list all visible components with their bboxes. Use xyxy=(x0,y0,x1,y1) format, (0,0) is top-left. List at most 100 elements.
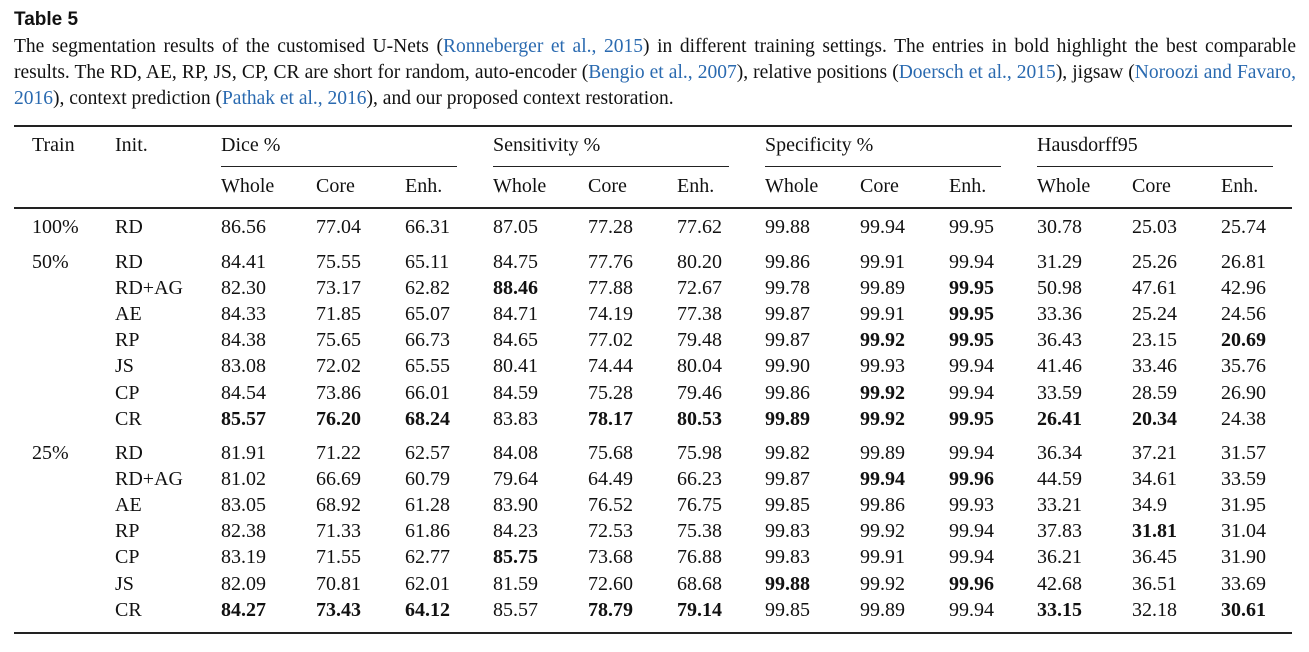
header-sub: Whole xyxy=(221,175,275,197)
value-cell: 75.65 xyxy=(316,329,361,352)
header-sub: Whole xyxy=(493,175,547,197)
value-cell: 99.89 xyxy=(860,277,905,300)
value-cell: 99.95 xyxy=(949,407,994,430)
value-cell: 99.91 xyxy=(860,546,905,569)
value-cell: 64.49 xyxy=(588,468,633,491)
value-cell: 99.96 xyxy=(949,572,994,595)
value-cell: 99.88 xyxy=(765,572,810,595)
citation-link[interactable]: Pathak et al., 2016 xyxy=(221,88,367,109)
value-cell: 84.23 xyxy=(493,520,538,543)
value-cell: 99.92 xyxy=(860,520,905,543)
value-cell: 85.57 xyxy=(221,407,266,430)
value-cell: 99.93 xyxy=(860,355,905,378)
value-cell: 76.20 xyxy=(316,407,361,430)
value-cell: 36.45 xyxy=(1132,546,1177,569)
value-cell: 99.94 xyxy=(860,216,905,238)
init-cell: RP xyxy=(115,520,140,543)
header-sub: Whole xyxy=(765,175,819,197)
caption-fragment: ), jigsaw ( xyxy=(1055,62,1135,83)
value-cell: 99.89 xyxy=(765,407,810,430)
value-cell: 82.38 xyxy=(221,520,266,543)
value-cell: 99.94 xyxy=(949,546,994,569)
value-cell: 77.38 xyxy=(677,303,722,326)
value-cell: 24.38 xyxy=(1221,407,1266,430)
value-cell: 77.28 xyxy=(588,216,633,238)
value-cell: 99.87 xyxy=(765,303,810,326)
value-cell: 20.69 xyxy=(1221,329,1266,352)
value-cell: 61.86 xyxy=(405,520,450,543)
value-cell: 25.26 xyxy=(1132,251,1177,273)
value-cell: 75.98 xyxy=(677,442,722,464)
value-cell: 30.78 xyxy=(1037,216,1082,238)
header-rule xyxy=(14,207,1292,209)
value-cell: 25.03 xyxy=(1132,216,1177,238)
table-caption: Table 5 The segmentation results of the … xyxy=(14,8,1296,112)
train-cell: 50% xyxy=(32,251,69,273)
value-cell: 60.79 xyxy=(405,468,450,491)
value-cell: 80.20 xyxy=(677,251,722,273)
value-cell: 99.85 xyxy=(765,494,810,517)
value-cell: 36.43 xyxy=(1037,329,1082,352)
value-cell: 99.82 xyxy=(765,442,810,464)
value-cell: 99.89 xyxy=(860,598,905,621)
value-cell: 99.91 xyxy=(860,251,905,273)
value-cell: 78.17 xyxy=(588,407,633,430)
value-cell: 68.68 xyxy=(677,572,722,595)
header-train: Train xyxy=(32,134,75,156)
value-cell: 47.61 xyxy=(1132,277,1177,300)
caption-fragment: ) in different training settings. The en… xyxy=(14,36,1296,83)
value-cell: 31.29 xyxy=(1037,251,1082,273)
value-cell: 33.15 xyxy=(1037,598,1082,621)
value-cell: 84.08 xyxy=(493,442,538,464)
value-cell: 99.89 xyxy=(860,442,905,464)
value-cell: 26.90 xyxy=(1221,381,1266,404)
value-cell: 66.69 xyxy=(316,468,361,491)
value-cell: 42.68 xyxy=(1037,572,1082,595)
value-cell: 82.30 xyxy=(221,277,266,300)
value-cell: 62.82 xyxy=(405,277,450,300)
value-cell: 88.46 xyxy=(493,277,538,300)
citation-link[interactable]: Bengio et al., 2007 xyxy=(588,62,737,83)
value-cell: 31.57 xyxy=(1221,442,1266,464)
value-cell: 84.71 xyxy=(493,303,538,326)
value-cell: 26.81 xyxy=(1221,251,1266,273)
value-cell: 77.04 xyxy=(316,216,361,238)
value-cell: 84.27 xyxy=(221,598,266,621)
value-cell: 23.15 xyxy=(1132,329,1177,352)
value-cell: 99.88 xyxy=(765,216,810,238)
init-cell: RD+AG xyxy=(115,468,183,491)
value-cell: 68.92 xyxy=(316,494,361,517)
header-sub: Core xyxy=(860,175,899,197)
value-cell: 99.85 xyxy=(765,598,810,621)
header-sub: Core xyxy=(588,175,627,197)
value-cell: 73.68 xyxy=(588,546,633,569)
citation-link[interactable]: Doersch et al., 2015 xyxy=(898,62,1056,83)
citation-link[interactable]: Noroozi and Favaro, 2016 xyxy=(14,62,1296,109)
init-cell: RD+AG xyxy=(115,277,183,300)
value-cell: 99.94 xyxy=(949,355,994,378)
value-cell: 84.65 xyxy=(493,329,538,352)
caption-fragment: The segmentation results of the customis… xyxy=(14,36,443,57)
value-cell: 99.83 xyxy=(765,520,810,543)
value-cell: 73.86 xyxy=(316,381,361,404)
value-cell: 68.24 xyxy=(405,407,450,430)
value-cell: 33.21 xyxy=(1037,494,1082,517)
value-cell: 80.04 xyxy=(677,355,722,378)
citation-link[interactable]: Ronneberger et al., 2015 xyxy=(442,36,643,57)
value-cell: 71.85 xyxy=(316,303,361,326)
value-cell: 85.75 xyxy=(493,546,538,569)
group-underline xyxy=(493,166,729,167)
value-cell: 77.62 xyxy=(677,216,722,238)
init-cell: AE xyxy=(115,303,142,326)
value-cell: 99.94 xyxy=(949,251,994,273)
value-cell: 64.12 xyxy=(405,598,450,621)
value-cell: 99.86 xyxy=(860,494,905,517)
value-cell: 72.60 xyxy=(588,572,633,595)
value-cell: 83.19 xyxy=(221,546,266,569)
init-cell: AE xyxy=(115,494,142,517)
value-cell: 99.91 xyxy=(860,303,905,326)
init-cell: RD xyxy=(115,216,143,238)
value-cell: 84.59 xyxy=(493,381,538,404)
init-cell: CP xyxy=(115,381,140,404)
value-cell: 99.92 xyxy=(860,572,905,595)
